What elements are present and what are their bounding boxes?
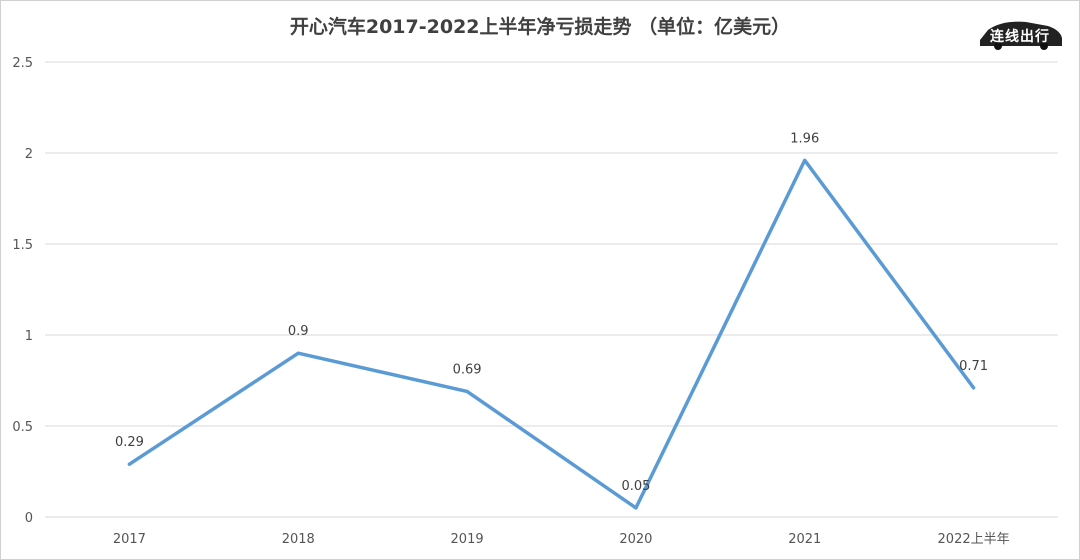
data-label: 1.96 — [790, 131, 819, 146]
data-label: 0.69 — [453, 362, 482, 377]
data-label: 0.9 — [288, 324, 309, 339]
x-tick-label: 2020 — [619, 532, 652, 547]
x-tick-label: 2021 — [788, 532, 821, 547]
y-tick-label: 1.5 — [12, 238, 33, 253]
watermark-car-logo — [980, 21, 1062, 50]
x-tick-label: 2018 — [282, 532, 315, 547]
data-label: 0.29 — [115, 435, 144, 450]
x-tick-label: 2022上半年 — [938, 532, 1010, 547]
data-point — [634, 506, 638, 510]
x-tick-label: 2017 — [113, 532, 146, 547]
data-point — [296, 351, 300, 355]
data-point — [803, 158, 807, 162]
watermark-text: 连线出行 — [990, 29, 1050, 45]
y-tick-label: 2 — [25, 147, 33, 162]
data-label: 0.05 — [621, 479, 650, 494]
chart-title: 开心汽车2017-2022上半年净亏损走势 （单位：亿美元） — [289, 16, 791, 38]
data-label: 0.71 — [959, 359, 988, 374]
y-tick-label: 1 — [25, 329, 33, 344]
y-tick-label: 2.5 — [12, 56, 33, 71]
y-tick-label: 0 — [25, 511, 33, 526]
data-point — [465, 389, 469, 393]
data-point — [127, 462, 131, 466]
y-tick-label: 0.5 — [12, 420, 33, 435]
x-tick-label: 2019 — [451, 532, 484, 547]
data-point — [972, 386, 976, 390]
series-line — [127, 158, 976, 510]
